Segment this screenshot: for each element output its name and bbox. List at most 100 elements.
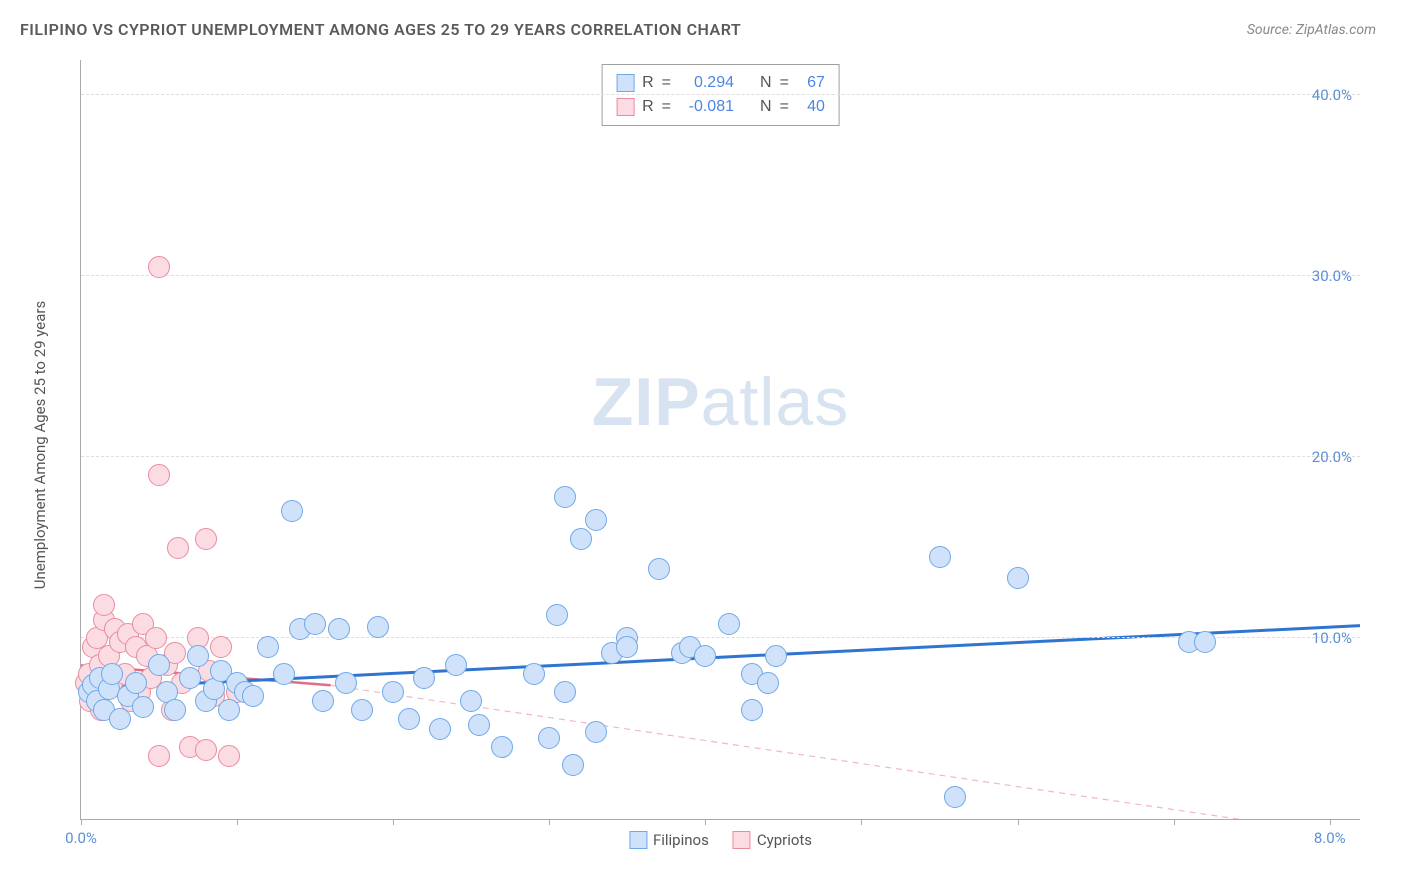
swatch-filipinos [616, 74, 634, 92]
label-R-2: R [642, 95, 654, 119]
x-tick [393, 819, 394, 825]
value-R-cypriots: -0.081 [679, 95, 734, 119]
legend-swatch-filipinos [629, 831, 647, 849]
value-R-filipinos: 0.294 [679, 71, 734, 95]
data-point [367, 616, 389, 638]
x-tick [81, 819, 82, 825]
data-point [554, 486, 576, 508]
y-tick-label: 40.0% [1312, 86, 1352, 104]
stats-row-filipinos: R = 0.294 N = 67 [616, 71, 825, 95]
value-N-filipinos: 67 [797, 71, 825, 95]
data-point [179, 667, 201, 689]
data-point [648, 558, 670, 580]
data-point [93, 594, 115, 616]
x-tick [237, 819, 238, 825]
data-point [148, 464, 170, 486]
data-point [148, 745, 170, 767]
x-tick [549, 819, 550, 825]
value-N-cypriots: 40 [797, 95, 825, 119]
x-tick-label: 0.0% [65, 829, 97, 847]
watermark: ZIPatlas [592, 363, 849, 441]
swatch-cypriots [616, 98, 634, 116]
data-point [195, 528, 217, 550]
data-point [546, 604, 568, 626]
legend-label-cypriots: Cypriots [757, 831, 812, 849]
legend-label-filipinos: Filipinos [653, 831, 709, 849]
label-equals: = [662, 71, 671, 95]
data-point [242, 685, 264, 707]
data-point [167, 537, 189, 559]
data-point [944, 786, 966, 808]
stats-row-cypriots: R = -0.081 N = 40 [616, 95, 825, 119]
data-point [585, 509, 607, 531]
data-point [616, 636, 638, 658]
legend-item-cypriots: Cypriots [733, 831, 812, 849]
data-point [413, 667, 435, 689]
data-point [491, 736, 513, 758]
data-point [257, 636, 279, 658]
y-tick-label: 30.0% [1312, 267, 1352, 285]
data-point [148, 654, 170, 676]
label-equals-3: = [662, 95, 671, 119]
gridline [81, 456, 1360, 457]
scatter-plot: ZIPatlas R = 0.294 N = 67 R = -0.081 N [80, 60, 1360, 820]
data-point [694, 645, 716, 667]
legend: Filipinos Cypriots [629, 831, 812, 849]
data-point [523, 663, 545, 685]
data-point [757, 672, 779, 694]
data-point [741, 699, 763, 721]
data-point [929, 546, 951, 568]
data-point [281, 500, 303, 522]
y-tick-label: 20.0% [1312, 448, 1352, 466]
chart-title: FILIPINO VS CYPRIOT UNEMPLOYMENT AMONG A… [20, 20, 741, 39]
gridline [81, 94, 1360, 95]
data-point [218, 745, 240, 767]
x-tick [1018, 819, 1019, 825]
data-point [351, 699, 373, 721]
data-point [218, 699, 240, 721]
data-point [304, 613, 326, 635]
legend-swatch-cypriots [733, 831, 751, 849]
label-equals-2: = [780, 71, 789, 95]
data-point [164, 699, 186, 721]
label-N-2: N [760, 95, 772, 119]
data-point [460, 690, 482, 712]
x-tick [861, 819, 862, 825]
trendlines-layer [81, 60, 1360, 819]
data-point [1007, 567, 1029, 589]
source-attribution: Source: ZipAtlas.com [1247, 22, 1376, 38]
data-point [562, 754, 584, 776]
data-point [187, 645, 209, 667]
watermark-atlas: atlas [701, 364, 850, 440]
data-point [1194, 631, 1216, 653]
data-point [148, 256, 170, 278]
data-point [585, 721, 607, 743]
label-equals-4: = [780, 95, 789, 119]
data-point [765, 645, 787, 667]
label-N: N [760, 71, 772, 95]
data-point [101, 663, 123, 685]
data-point [109, 708, 131, 730]
data-point [718, 613, 740, 635]
data-point [445, 654, 467, 676]
data-point [538, 727, 560, 749]
x-tick [1174, 819, 1175, 825]
watermark-zip: ZIP [592, 364, 701, 440]
data-point [210, 636, 232, 658]
y-axis-label: Unemployment Among Ages 25 to 29 years [31, 301, 49, 589]
data-point [145, 627, 167, 649]
data-point [398, 708, 420, 730]
data-point [554, 681, 576, 703]
x-tick [1330, 819, 1331, 825]
data-point [125, 672, 147, 694]
chart-area: Unemployment Among Ages 25 to 29 years Z… [50, 60, 1380, 830]
data-point [382, 681, 404, 703]
x-tick-label: 8.0% [1314, 829, 1346, 847]
data-point [570, 528, 592, 550]
x-tick [705, 819, 706, 825]
legend-item-filipinos: Filipinos [629, 831, 709, 849]
data-point [312, 690, 334, 712]
data-point [335, 672, 357, 694]
data-point [328, 618, 350, 640]
label-R: R [642, 71, 654, 95]
